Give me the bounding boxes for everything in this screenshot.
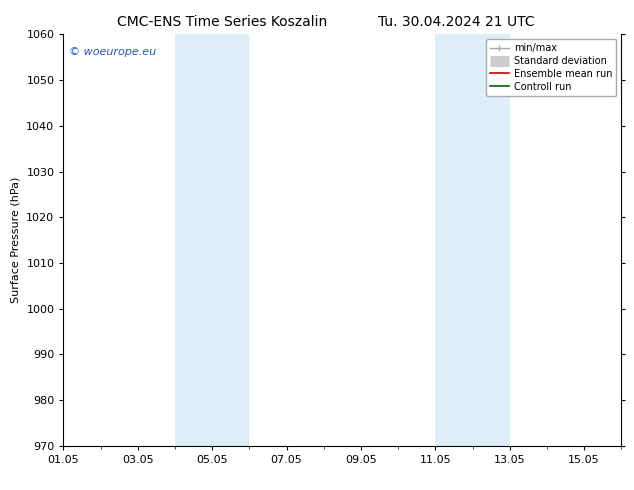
Legend: min/max, Standard deviation, Ensemble mean run, Controll run: min/max, Standard deviation, Ensemble me… bbox=[486, 39, 616, 96]
Text: © woeurope.eu: © woeurope.eu bbox=[69, 47, 156, 57]
Text: CMC-ENS Time Series Koszalin: CMC-ENS Time Series Koszalin bbox=[117, 15, 327, 29]
Text: Tu. 30.04.2024 21 UTC: Tu. 30.04.2024 21 UTC bbox=[378, 15, 535, 29]
Y-axis label: Surface Pressure (hPa): Surface Pressure (hPa) bbox=[11, 177, 21, 303]
Bar bbox=[175, 34, 249, 446]
Bar bbox=[436, 34, 510, 446]
